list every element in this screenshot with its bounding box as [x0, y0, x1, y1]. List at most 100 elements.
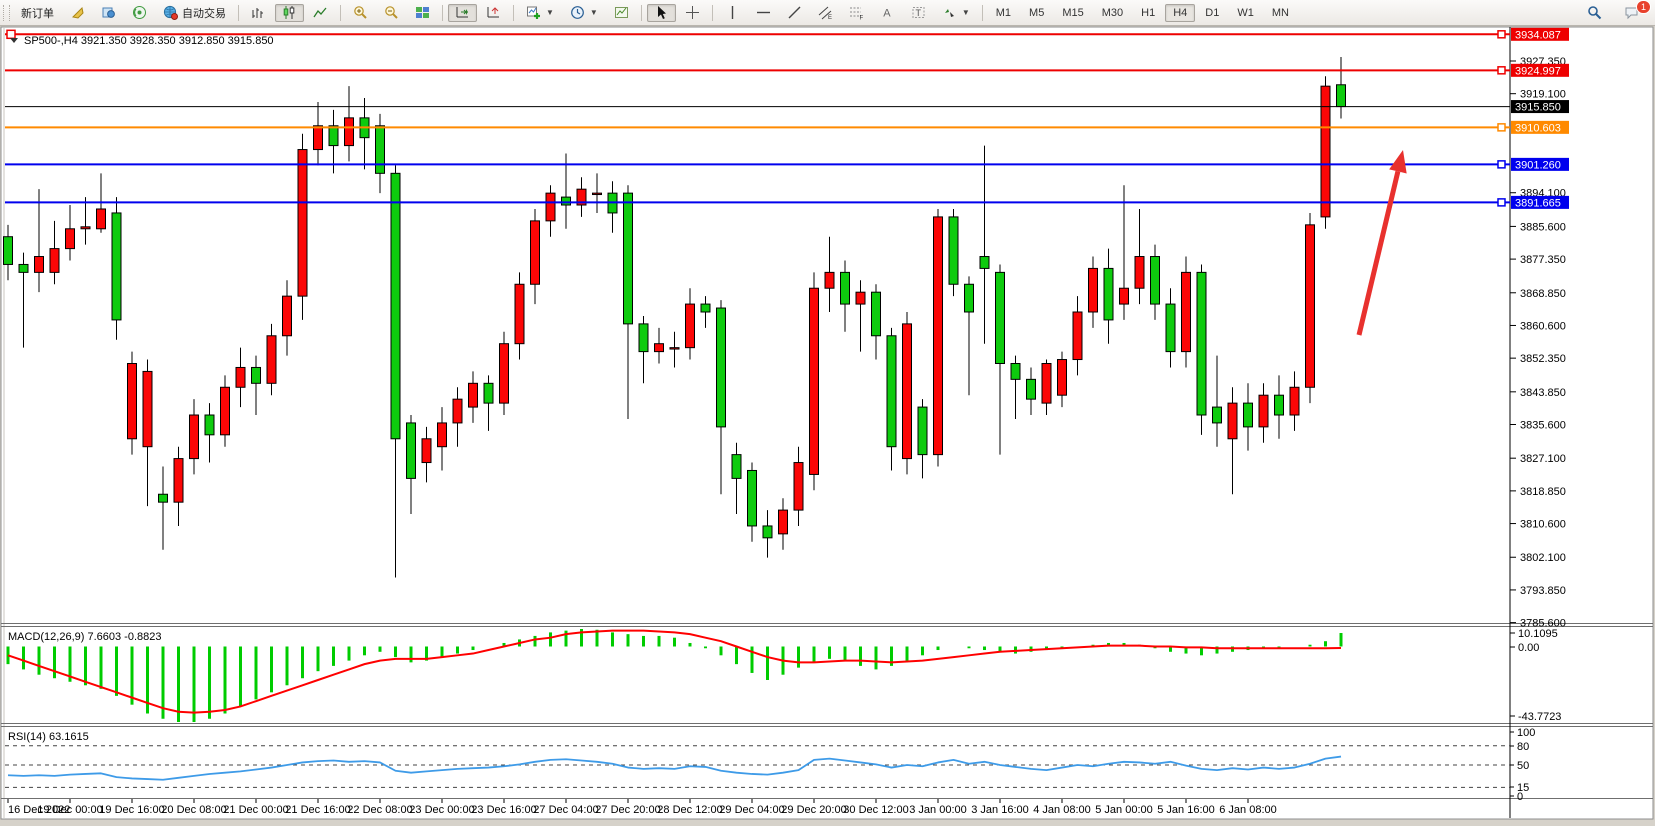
tf-m1-button[interactable]: M1 [995, 6, 1012, 19]
tf-h4-button[interactable]: H4 [1165, 3, 1196, 22]
tf-mn-button[interactable]: MN [1271, 6, 1289, 19]
arrow-objects-icon [944, 9, 954, 17]
chart-shift-button[interactable] [479, 4, 508, 22]
toolbar-separator [442, 4, 443, 21]
vertical-line-icon [731, 6, 734, 19]
candle-body [514, 283, 525, 345]
candle-body [251, 366, 261, 384]
zoom-out-button[interactable] [377, 4, 406, 22]
tf-m30-button[interactable]: M30 [1101, 6, 1124, 19]
candle-body [809, 287, 819, 475]
line-anchor-handle [1497, 30, 1506, 39]
price-label-box [1511, 120, 1569, 134]
toolbar-separator [711, 4, 713, 21]
candle-body [824, 271, 835, 289]
date-axis-label: 19 Dec 16:00 [99, 804, 164, 816]
candle-body [49, 248, 60, 273]
channel-tool-button[interactable]: E [811, 4, 840, 22]
crosshair-tool-button[interactable] [678, 4, 707, 22]
label-tool-button[interactable]: T [904, 4, 933, 22]
new-order-button[interactable]: 新订单 [14, 4, 61, 22]
candle-body [1165, 303, 1176, 353]
periods-button[interactable]: ▼ [563, 4, 605, 22]
candle-body [483, 382, 494, 404]
price-label-box [1511, 27, 1569, 41]
candle-body [1181, 271, 1191, 353]
template-icon [614, 7, 628, 18]
vline-tool-button[interactable] [718, 4, 747, 22]
svg-text:E: E [828, 15, 832, 20]
candle-body [1305, 224, 1315, 388]
date-axis-label: 5 Jan 16:00 [1157, 804, 1215, 816]
equidistant-channel-icon: E [818, 6, 832, 20]
candlestick-icon [283, 6, 295, 19]
candle-chart-mode-button[interactable] [275, 3, 304, 22]
toolbar-separator [513, 4, 514, 21]
candle-body [1320, 85, 1331, 218]
candle-body [778, 509, 788, 535]
toolbar-grip[interactable] [3, 4, 10, 21]
line-anchor-handle [1497, 66, 1506, 75]
candle-body [623, 192, 633, 325]
candle-body [421, 438, 432, 464]
auto-trading-button[interactable]: 自动交易 [156, 4, 233, 22]
candle-body [1026, 378, 1036, 400]
tf-m15-button[interactable]: M15 [1062, 6, 1084, 19]
bar-chart-mode-button[interactable] [244, 4, 273, 22]
dropdown-caret: ▼ [546, 8, 554, 17]
arrows-tool-button[interactable]: ▼ [935, 4, 977, 22]
candle-body [297, 149, 308, 297]
chart-profile-button[interactable] [63, 4, 92, 22]
tile-windows-button[interactable] [408, 4, 437, 22]
signal-button[interactable] [125, 4, 154, 22]
cursor-tool-button[interactable] [646, 3, 676, 22]
candle-body [220, 386, 230, 436]
text-tool-button[interactable]: A [873, 4, 902, 22]
candle-body [18, 263, 29, 273]
candle-body [793, 462, 804, 511]
rsi-axis-label: 15 [1517, 782, 1529, 794]
crosshair-icon [685, 6, 699, 19]
date-axis-label: 23 Dec 16:00 [471, 804, 536, 816]
auto-scroll-button[interactable] [448, 3, 477, 22]
price-label-box [1511, 100, 1569, 114]
candle-body [1243, 402, 1253, 428]
tf-d1-button[interactable]: D1 [1205, 6, 1220, 19]
line-anchor-handle [1497, 198, 1506, 207]
search-icon [1588, 6, 1602, 20]
date-axis-label: 6 Jan 08:00 [1219, 804, 1277, 816]
market-watch-button[interactable] [94, 4, 123, 22]
zoom-in-button[interactable] [346, 4, 375, 22]
fibonacci-tool-button[interactable]: F [842, 4, 871, 22]
line-chart-mode-button[interactable] [306, 4, 335, 22]
price-label-box [1511, 157, 1569, 171]
candle-body [344, 117, 354, 147]
price-axis-tick-label: 3785.600 [1520, 618, 1566, 630]
trend-arrow-shaft [1356, 170, 1401, 336]
candle-body [1227, 402, 1238, 440]
price-axis-tick-label: 3860.600 [1520, 320, 1566, 332]
price-label-text: 3901.260 [1515, 159, 1561, 171]
indicators-button[interactable]: ▼ [519, 4, 561, 22]
date-axis-label: 19 Dec 00:00 [37, 804, 102, 816]
price-label-text: 3934.087 [1515, 29, 1561, 41]
candle-body [716, 307, 726, 428]
candle-body [189, 414, 199, 460]
candle-body [1072, 311, 1083, 361]
candle-body [855, 291, 866, 305]
svg-text:T: T [915, 8, 921, 18]
search-button[interactable] [1580, 4, 1609, 22]
candle-body [871, 291, 881, 337]
globe-icon [163, 5, 178, 20]
trendline-tool-button[interactable] [780, 4, 809, 22]
chat-button[interactable]: 1 [1617, 0, 1651, 22]
chat-badge: 1 [1636, 0, 1651, 14]
tf-w1-button[interactable]: W1 [1237, 6, 1254, 19]
candle-body [3, 236, 13, 265]
dropdown-caret: ▼ [961, 8, 970, 17]
tf-m5-button[interactable]: M5 [1029, 6, 1045, 19]
templates-button[interactable] [607, 4, 636, 22]
tf-h1-button[interactable]: H1 [1141, 6, 1156, 19]
hline-tool-button[interactable] [749, 4, 778, 22]
